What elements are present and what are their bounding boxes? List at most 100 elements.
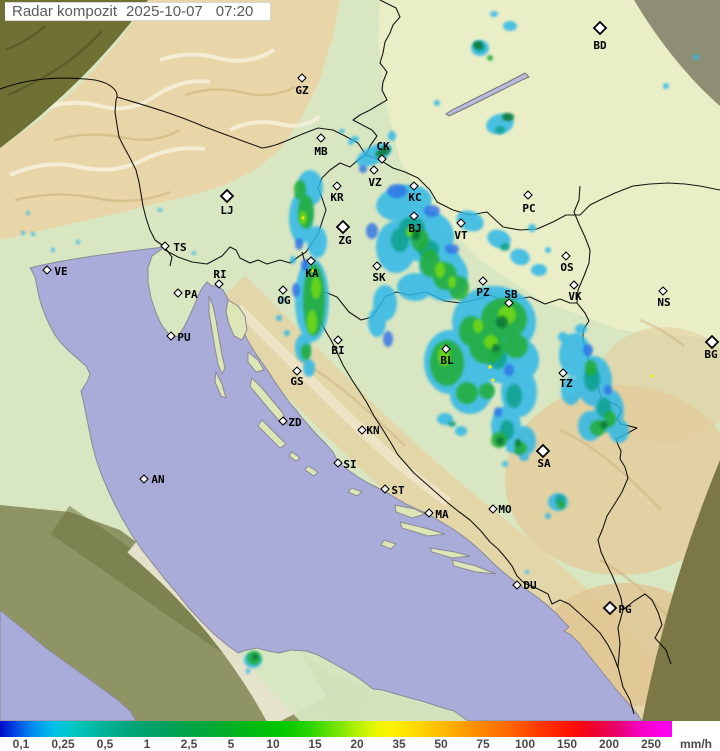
scale-unit: mm/h — [679, 737, 712, 751]
scale-label: 0,5 — [96, 737, 114, 751]
city-label-TS: TS — [173, 241, 186, 254]
scale-label: 15 — [308, 737, 322, 751]
city-label-RI: RI — [213, 268, 226, 281]
city-label-VK: VK — [568, 290, 582, 303]
radar-map: GZ BD MB CK VZ KR KC LJ PC BJ VT ZG TS VE KA RI SK OS PA PZ… — [0, 0, 720, 721]
city-label-AN: AN — [151, 473, 164, 486]
city-marker-DU — [512, 580, 522, 590]
alps-ridges — [9, 48, 322, 177]
city-label-DU: DU — [523, 579, 537, 592]
city-marker-OS — [561, 251, 571, 261]
city-marker-BD — [592, 20, 608, 36]
range-edge-topright — [634, 0, 720, 106]
city-label-KC: KC — [408, 191, 421, 204]
city-marker-MB — [316, 133, 326, 143]
intensity-gradient — [0, 721, 672, 737]
city-label-OS: OS — [560, 261, 573, 274]
city-marker-GS — [292, 366, 302, 376]
city-label-PC: PC — [522, 202, 535, 215]
city-marker-RI — [214, 279, 224, 289]
city-label-VZ: VZ — [368, 176, 382, 189]
title-time: 07:20 — [215, 3, 254, 20]
city-label-ZG: ZG — [338, 234, 352, 247]
scale-label: 20 — [350, 737, 364, 751]
city-label-SB: SB — [504, 288, 518, 301]
city-marker-VK — [569, 280, 579, 290]
city-label-BJ: BJ — [408, 222, 421, 235]
city-marker-CK — [377, 154, 387, 164]
city-label-VE: VE — [54, 265, 67, 278]
radar-map-area: GZ BD MB CK VZ KR KC LJ PC BJ VT ZG TS VE KA RI SK OS PA PZ… — [0, 0, 720, 721]
adriatic-islands — [208, 295, 497, 575]
city-marker-KC — [409, 181, 419, 191]
city-marker-SK — [372, 261, 382, 271]
city-marker-TZ — [558, 368, 568, 378]
city-marker-ZD — [278, 416, 288, 426]
city-markers: GZ BD MB CK VZ KR KC LJ PC BJ VT ZG TS VE KA RI SK OS PA PZ… — [42, 20, 720, 616]
city-label-PG: PG — [618, 603, 632, 616]
city-label-KN: KN — [366, 424, 379, 437]
city-marker-PZ — [478, 276, 488, 286]
city-label-MA: MA — [435, 508, 449, 521]
city-marker-SB — [504, 298, 514, 308]
city-marker-MO — [488, 504, 498, 514]
city-label-GZ: GZ — [295, 84, 309, 97]
city-marker-SI — [333, 458, 343, 468]
lake-balaton — [445, 72, 530, 117]
city-label-VT: VT — [454, 229, 468, 242]
serbia-hills — [595, 327, 720, 443]
city-marker-PC — [523, 190, 533, 200]
scale-label: 250 — [640, 737, 662, 751]
city-label-TZ: TZ — [559, 377, 573, 390]
city-label-BD: BD — [593, 39, 607, 52]
scale-label: 1 — [143, 737, 151, 751]
city-marker-KR — [332, 181, 342, 191]
city-label-LJ: LJ — [220, 204, 233, 217]
city-marker-OG — [278, 285, 288, 295]
scale-label: 100 — [514, 737, 536, 751]
scale-label: 0,25 — [51, 737, 75, 751]
range-edge-bottomright — [642, 460, 720, 721]
city-label-BI: BI — [331, 344, 344, 357]
city-marker-VT — [456, 218, 466, 228]
city-label-SK: SK — [372, 271, 386, 284]
city-marker-BI — [333, 335, 343, 345]
radar-precipitation — [21, 11, 699, 674]
city-label-PZ: PZ — [476, 286, 490, 299]
scale-label: 2,5 — [180, 737, 198, 751]
city-label-ST: ST — [391, 484, 405, 497]
scale-label: 200 — [598, 737, 620, 751]
city-label-SI: SI — [343, 458, 356, 471]
scale-label: 0,1 — [12, 737, 30, 751]
color-scale-labels: 0,1 0,25 0,5 1 2,5 5 10 15 20 35 50 75 100 150 200 250 m… — [0, 737, 720, 751]
scale-label: 5 — [227, 737, 235, 751]
city-label-PU: PU — [177, 331, 191, 344]
title-text: Radar kompozit — [12, 3, 118, 20]
city-marker-BL — [441, 344, 451, 354]
title-bar: Radar kompozit 2025-10-07 07:20 — [5, 2, 271, 21]
city-label-BG: BG — [704, 348, 718, 361]
scale-label: 10 — [266, 737, 280, 751]
gargano-coastal-strip — [235, 648, 470, 721]
pannonian-plain — [378, 0, 720, 340]
scale-label: 35 — [392, 737, 406, 751]
topleft-texture — [4, 25, 103, 97]
city-marker-SA — [535, 443, 551, 459]
city-marker-AN — [139, 474, 149, 484]
city-label-MO: MO — [498, 503, 512, 516]
title-date: 2025-10-07 — [126, 3, 203, 20]
city-label-SA: SA — [537, 457, 551, 470]
city-marker-ST — [380, 484, 390, 494]
city-label-GS: GS — [290, 375, 303, 388]
city-marker-KN — [357, 425, 367, 435]
city-label-KA: KA — [305, 267, 319, 280]
range-edge-topleft — [0, 0, 148, 148]
city-marker-VZ — [369, 165, 379, 175]
city-marker-ZG — [335, 219, 351, 235]
city-marker-TS — [160, 241, 170, 251]
alps-shading — [14, 85, 296, 203]
city-marker-LJ — [219, 188, 235, 204]
adriatic-sea — [29, 246, 643, 721]
city-label-NS: NS — [657, 296, 670, 309]
